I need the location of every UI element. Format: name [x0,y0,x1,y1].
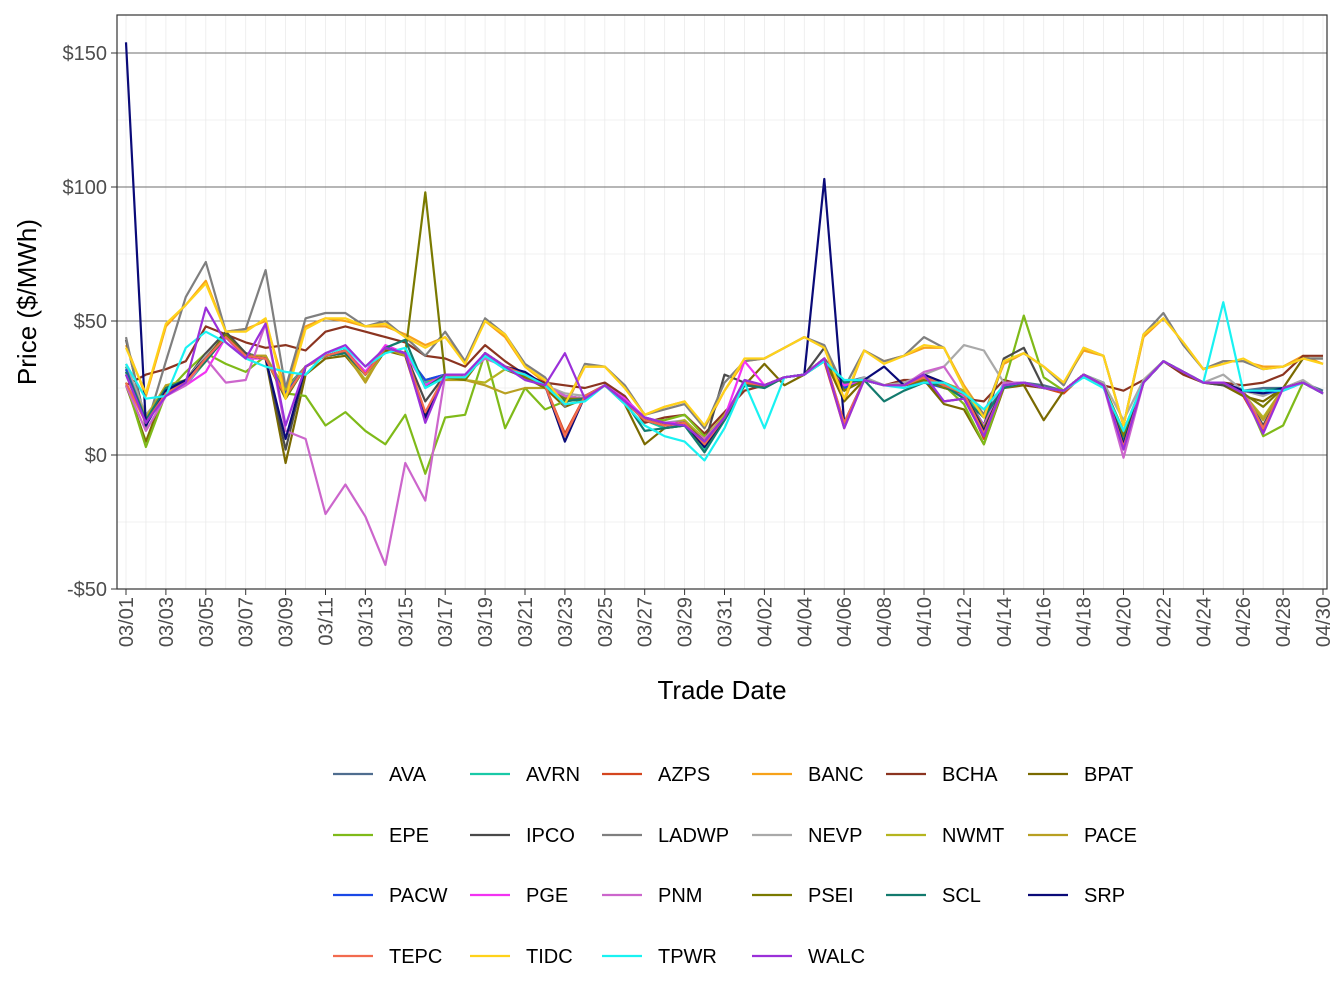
x-tick-label: 03/19 [475,597,497,647]
legend-item: NWMT [886,825,1004,847]
legend-item: PSEI [752,885,854,907]
y-tick-label: $50 [74,311,107,333]
legend-item: SCL [886,885,981,907]
x-tick-label: 04/08 [874,597,896,647]
x-axis: 03/01 03/03 03/05 03/07 03/09 03/11 03/13 03/15… [116,589,1335,647]
x-tick-label: 04/20 [1114,597,1136,647]
legend-item: TEPC [333,946,442,968]
x-tick-label: 03/17 [435,597,457,647]
x-tick-label: 03/07 [236,597,258,647]
legend-item: IPCO [470,825,575,847]
legend-label: TEPC [389,946,442,968]
x-tick-label: 04/14 [994,597,1016,647]
legend: AVA AVRN AZPS BANC BCHA BPAT EPE IPCO LADWP NEVP N… [333,764,1137,968]
legend-item: SRP [1028,885,1125,907]
x-tick-label: 04/28 [1273,597,1295,647]
series-line-tidc [124,282,1324,427]
legend-item: WALC [752,946,865,968]
legend-label: TIDC [526,946,573,968]
legend-label: BCHA [942,764,998,786]
legend-label: AVRN [526,764,580,786]
x-tick-label: 04/02 [754,597,776,647]
y-tick-label: -$50 [67,579,107,601]
x-tick-label: 03/21 [515,597,537,647]
legend-item: LADWP [602,825,729,847]
series-lines [124,42,1324,567]
legend-item: TIDC [470,946,573,968]
legend-item: PNM [602,885,702,907]
y-tick-label: $150 [63,43,108,65]
y-tick-label: $100 [63,177,108,199]
x-tick-label: 03/29 [675,597,697,647]
legend-item: BPAT [1028,764,1133,786]
legend-label: NEVP [808,825,862,847]
legend-item: AVA [333,764,427,786]
legend-label: TPWR [658,946,717,968]
x-tick-label: 04/30 [1313,597,1335,647]
legend-label: PGE [526,885,568,907]
x-tick-label: 03/15 [395,597,417,647]
x-tick-label: 03/13 [355,597,377,647]
x-tick-label: 04/06 [834,597,856,647]
legend-label: SCL [942,885,981,907]
minor-grid [117,15,1327,589]
x-tick-label: 04/26 [1233,597,1255,647]
legend-label: EPE [389,825,429,847]
x-tick-label: 03/23 [555,597,577,647]
series-line-walc [124,306,1324,451]
legend-label: AZPS [658,764,710,786]
x-tick-label: 04/10 [914,597,936,647]
legend-label: PSEI [808,885,854,907]
legend-item: BANC [752,764,864,786]
y-axis-title: Price ($/MWh) [12,219,42,385]
legend-item: PACW [333,885,448,907]
legend-item: BCHA [886,764,998,786]
legend-label: PACE [1084,825,1137,847]
series-line-bcha [125,325,1323,435]
legend-item: AVRN [470,764,580,786]
plot-panel-border [116,14,1328,590]
x-tick-label: 04/22 [1153,597,1175,647]
x-tick-label: 04/12 [954,597,976,647]
x-tick-label: 03/11 [316,597,338,646]
legend-item: EPE [333,825,429,847]
legend-label: WALC [808,946,865,968]
y-tick-label: $0 [85,445,107,467]
x-tick-label: 04/04 [794,597,816,647]
legend-label: NWMT [942,825,1004,847]
x-tick-label: 03/09 [276,597,298,647]
x-axis-title: Trade Date [657,675,786,705]
x-tick-label: 04/18 [1074,597,1096,647]
x-tick-label: 03/05 [196,597,218,647]
y-axis: -$50 $0 $50 $100 $150 [63,43,117,601]
legend-item: PGE [470,885,568,907]
legend-item: AZPS [602,764,710,786]
legend-item: NEVP [752,825,862,847]
legend-label: SRP [1084,885,1125,907]
x-tick-label: 03/31 [715,597,737,647]
legend-item: PACE [1028,825,1137,847]
legend-label: AVA [389,764,427,786]
x-tick-label: 03/27 [635,597,657,647]
x-tick-label: 03/25 [595,597,617,647]
x-tick-label: 03/01 [116,597,138,647]
legend-label: BANC [808,764,864,786]
x-tick-label: 04/16 [1034,597,1056,647]
legend-label: LADWP [658,825,729,847]
legend-label: PACW [389,885,448,907]
x-tick-label: 04/24 [1193,597,1215,647]
legend-item: TPWR [602,946,717,968]
legend-label: PNM [658,885,702,907]
x-tick-label: 03/03 [156,597,178,647]
legend-label: BPAT [1084,764,1133,786]
legend-label: IPCO [526,825,575,847]
